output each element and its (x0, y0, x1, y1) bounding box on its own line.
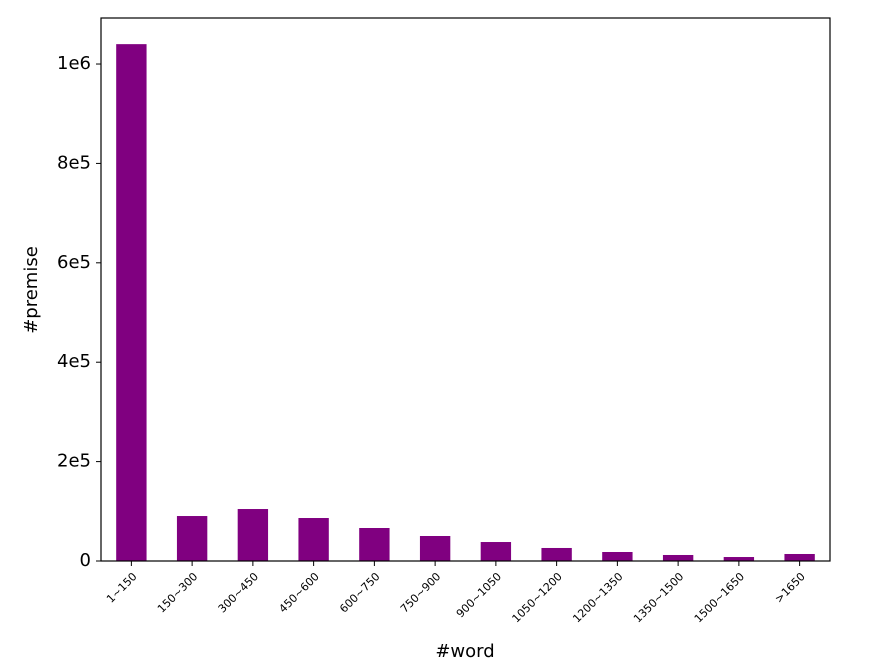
x-tick-label: 600~750 (337, 570, 382, 615)
y-tick-label: 4e5 (57, 351, 91, 372)
x-tick-label: 1~150 (104, 570, 140, 606)
x-tick-label: 150~300 (155, 570, 200, 615)
x-tick-label: 900~1050 (454, 570, 504, 620)
bar (237, 509, 269, 561)
bar (602, 552, 633, 561)
bar (298, 518, 329, 561)
bar (541, 547, 572, 561)
bar (116, 44, 147, 562)
bar (662, 554, 694, 561)
x-tick-label: 300~450 (216, 570, 261, 615)
bar (480, 542, 512, 561)
x-tick-label: 750~900 (398, 570, 443, 615)
y-tick-label: 8e5 (57, 152, 91, 173)
y-axis-label: #premise (21, 246, 42, 334)
bar (176, 516, 208, 561)
bar (723, 557, 755, 561)
x-tick-label: 450~600 (276, 570, 321, 615)
y-tick-label: 0 (80, 550, 91, 571)
bar (784, 553, 815, 561)
x-tick-label: 1050~1200 (510, 570, 565, 625)
y-tick-label: 2e5 (57, 451, 91, 472)
bar (359, 528, 390, 561)
x-axis-label: #word (435, 641, 494, 662)
x-tick-label: 1200~1350 (570, 570, 625, 625)
y-tick-label: 6e5 (57, 252, 91, 273)
x-tick-label: 1350~1500 (631, 570, 686, 625)
x-tick-label: >1650 (772, 570, 808, 606)
bar (419, 536, 451, 561)
plot-frame (100, 17, 831, 562)
y-tick-label: 1e6 (57, 53, 91, 74)
x-tick-label: 1500~1650 (692, 570, 747, 625)
